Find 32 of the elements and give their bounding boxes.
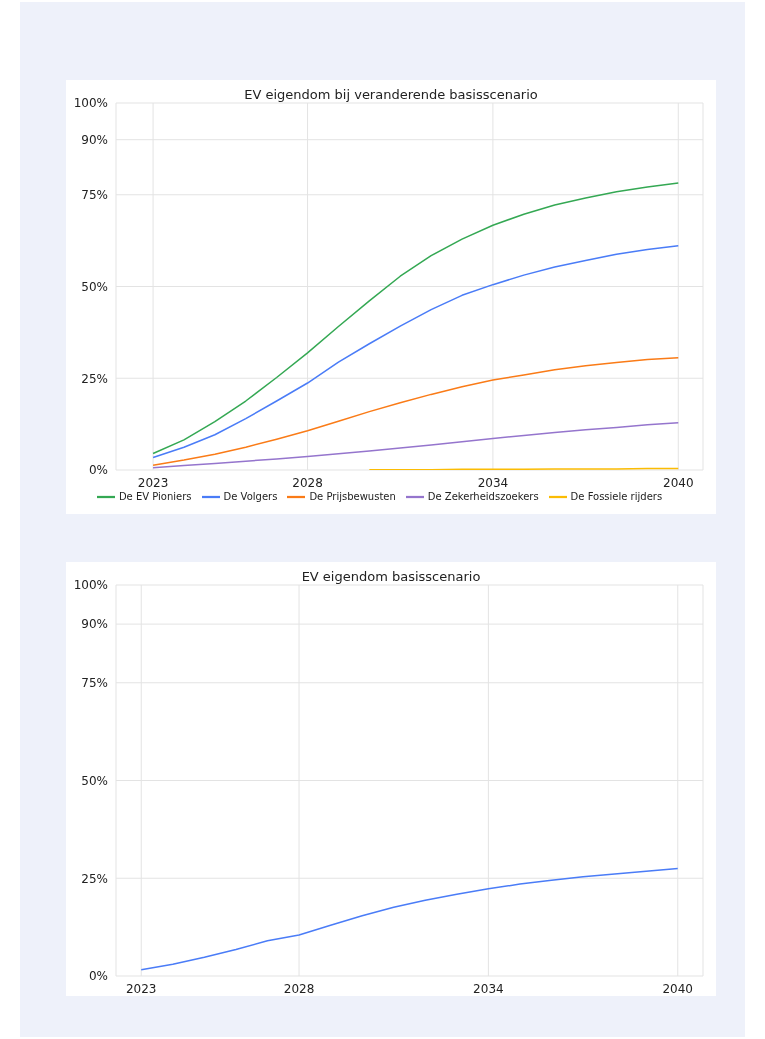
legend-label: De Fossiele rijders	[570, 491, 663, 502]
y-tick-label: 25%	[81, 371, 108, 386]
y-tick-label: 0%	[88, 463, 108, 478]
y-tick-label: 25%	[81, 871, 108, 886]
x-tick-label: 2023	[137, 475, 169, 490]
x-tick-label: 2023	[125, 981, 157, 996]
legend-label: De Zekerheidszoekers	[427, 491, 539, 502]
x-tick-label: 2028	[292, 475, 323, 490]
legend-label: De EV Pioniers	[118, 491, 192, 502]
y-tick-label: 50%	[81, 773, 108, 788]
y-tick-label: 50%	[81, 279, 108, 294]
x-tick-label: 2034	[477, 475, 509, 490]
line-series	[152, 356, 680, 466]
y-tick-label: 90%	[81, 132, 108, 147]
x-tick-label: 2040	[663, 475, 694, 490]
y-tick-label: 0%	[88, 969, 108, 984]
legend-label: De Prijsbewusten	[309, 491, 396, 502]
x-tick-label: 2040	[662, 981, 694, 996]
y-tick-label: 100%	[73, 96, 108, 111]
chart-title: EV eigendom basisscenario	[301, 569, 481, 584]
line-series	[152, 182, 680, 455]
y-tick-label: 90%	[81, 617, 108, 632]
chart-title: EV eigendom bij veranderende basisscenario	[244, 87, 538, 102]
line-series	[152, 245, 680, 459]
x-tick-label: 2028	[283, 981, 315, 996]
y-tick-label: 75%	[81, 676, 108, 691]
legend-label: De Volgers	[223, 491, 278, 502]
y-tick-label: 75%	[81, 188, 108, 203]
line-series	[140, 867, 679, 971]
y-tick-label: 100%	[73, 578, 108, 593]
x-tick-label: 2034	[473, 981, 504, 996]
line-series	[152, 421, 680, 469]
